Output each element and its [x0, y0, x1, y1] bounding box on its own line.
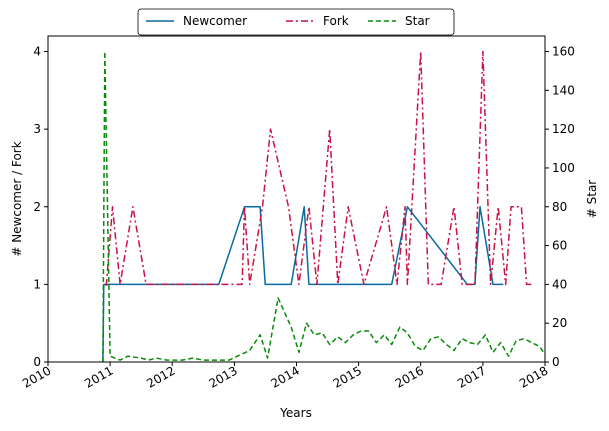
- y-left-tick-label: 4: [33, 45, 41, 59]
- x-tick-label: 2015: [331, 363, 364, 390]
- x-axis-title: Years: [279, 406, 312, 420]
- x-tick-label: 2017: [455, 363, 488, 390]
- x-tick-label: 2018: [517, 363, 550, 390]
- y-right-tick-label: 60: [552, 239, 567, 253]
- legend: Newcomer Fork Star: [137, 8, 455, 36]
- y-right-tick-label: 20: [552, 316, 567, 330]
- legend-label: Star: [405, 14, 430, 28]
- y-left-tick-label: 3: [33, 122, 41, 136]
- plot-frame: [47, 35, 546, 363]
- legend-item-newcomer: Newcomer: [146, 14, 247, 28]
- y-right-tick-label: 100: [552, 161, 575, 175]
- x-axis: 2010 2011 2012 2013 2014 2015 2016 2017 2018: [20, 362, 551, 391]
- y-left-tick-label: 0: [33, 355, 41, 369]
- x-tick-label: 2012: [144, 363, 177, 390]
- series-line-newcomer: [102, 206, 504, 362]
- legend-item-star: Star: [368, 14, 430, 28]
- y-left-tick-label: 1: [33, 277, 41, 291]
- y-axis-right-title: # Star: [585, 180, 599, 219]
- y-axis-right: 0 20 40 60 80 100 120 140 160: [545, 45, 575, 369]
- y-axis-left: 0 1 2 3 4: [33, 45, 48, 369]
- series-line-star: [102, 50, 545, 362]
- legend-frame: [137, 8, 455, 36]
- x-tick-label: 2014: [269, 363, 302, 390]
- legend-label: Newcomer: [183, 14, 247, 28]
- y-right-tick-label: 140: [552, 83, 575, 97]
- legend-item-fork: Fork: [286, 14, 349, 28]
- series-layer: [102, 50, 545, 362]
- y-right-tick-label: 40: [552, 277, 567, 291]
- y-right-tick-label: 160: [552, 45, 575, 59]
- y-axis-left-title: # Newcomer / Fork: [10, 141, 24, 256]
- x-tick-label: 2013: [206, 363, 239, 390]
- series-line-fork: [105, 50, 532, 286]
- y-right-tick-label: 120: [552, 122, 575, 136]
- y-right-tick-label: 80: [552, 200, 567, 214]
- legend-label: Fork: [323, 14, 349, 28]
- y-left-tick-label: 2: [33, 200, 41, 214]
- y-right-tick-label: 0: [552, 355, 560, 369]
- x-tick-label: 2011: [82, 363, 115, 390]
- x-tick-label: 2016: [393, 363, 426, 390]
